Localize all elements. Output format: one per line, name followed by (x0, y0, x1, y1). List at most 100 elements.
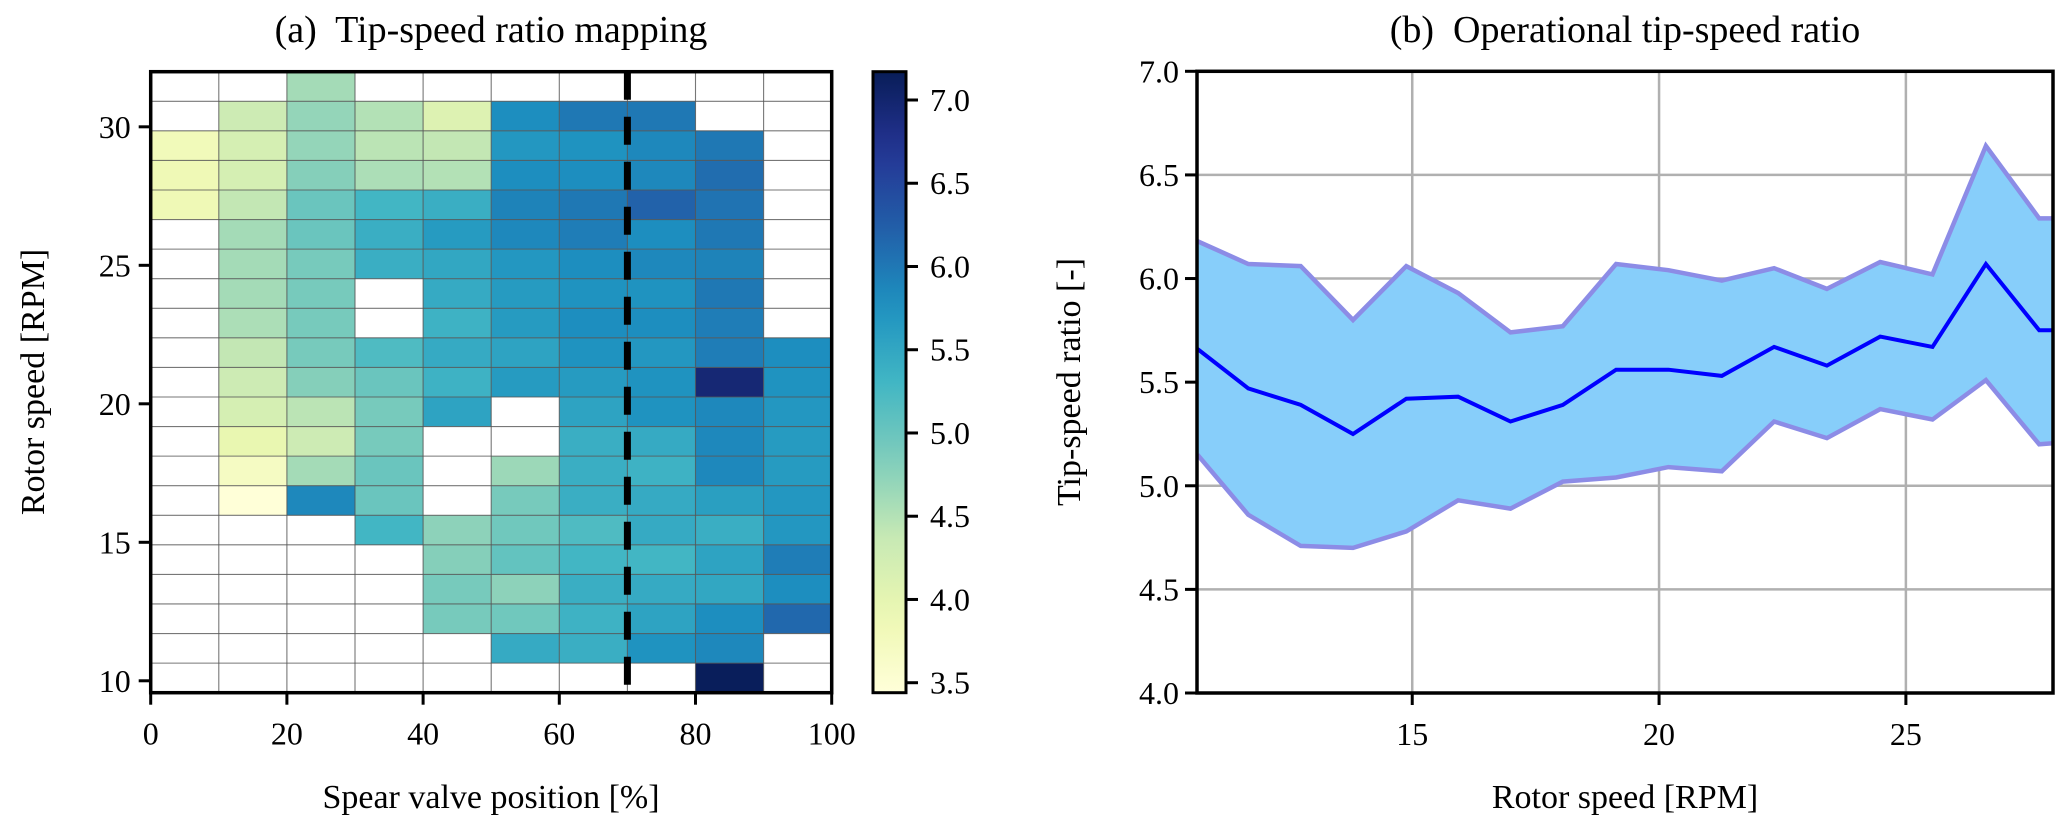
heatmap-cell (423, 396, 492, 427)
heatmap-cell (695, 367, 764, 397)
heatmap-cell (559, 574, 628, 604)
heatmap-cell (695, 396, 764, 427)
series-mean-line (1197, 260, 2053, 437)
heatmap-cell (286, 426, 355, 457)
heatmap-cell (423, 219, 492, 250)
heatmap-cell (627, 337, 696, 368)
colorbar-tick-label: 5.0 (930, 415, 970, 451)
heatmap-cell (695, 249, 764, 279)
panel-a-x-label: Spear valve position [%] (322, 779, 659, 816)
heatmap-cell (763, 485, 832, 516)
heatmap-cell (695, 574, 764, 604)
heatmap-cell (763, 515, 832, 545)
heatmap-cell (491, 278, 560, 309)
heatmap-cell (218, 337, 287, 368)
heatmap-cell (423, 278, 492, 309)
heatmap-cell (150, 160, 219, 190)
heatmap-cell (218, 367, 287, 397)
heatmap-cell (286, 278, 355, 309)
heatmap-cell (286, 485, 355, 516)
heatmap-cell (218, 219, 287, 250)
heatmap-cell (763, 337, 832, 368)
heatmap-cell (559, 101, 628, 131)
heatmap-cell (695, 515, 764, 545)
heatmap-cell (286, 249, 355, 279)
heatmap-cell (491, 456, 560, 486)
heatmap-cell (627, 130, 696, 161)
heatmap-cell (355, 249, 424, 279)
heatmap-cell (423, 603, 492, 634)
heatmap-cell (355, 485, 424, 516)
heatmap-cell (355, 337, 424, 368)
heatmap-cell (423, 574, 492, 604)
heatmap-cell (423, 101, 492, 131)
heatmap-cell (695, 603, 764, 634)
y-tick-label: 30 (99, 109, 131, 145)
x-tick-label: 20 (1643, 716, 1675, 752)
heatmap-cell (423, 130, 492, 161)
panel-b-title: (b) Operational tip-speed ratio (1390, 9, 1861, 51)
heatmap-cell (491, 574, 560, 604)
heatmap-cell (423, 308, 492, 338)
heatmap-cell (286, 189, 355, 220)
heatmap-cell (218, 278, 287, 309)
heatmap-cell (286, 396, 355, 427)
series-upper-line (1197, 141, 2053, 335)
heatmap-cell (695, 456, 764, 486)
heatmap-cell (355, 130, 424, 161)
panel-a-axes-frame (148, 69, 834, 695)
heatmap-cell (491, 160, 560, 190)
panel-b-y-label: Tip-speed ratio [-] (1051, 258, 1088, 506)
heatmap-cell (627, 426, 696, 457)
heatmap-cell (627, 189, 696, 220)
heatmap-cell (423, 367, 492, 397)
heatmap-cell (695, 337, 764, 368)
heatmap-cell (491, 308, 560, 338)
heatmap-cell (559, 426, 628, 457)
heatmap-cell (423, 515, 492, 545)
y-tick-label: 6.0 (1139, 261, 1179, 297)
heatmap-cell (627, 574, 696, 604)
heatmap-cell (627, 603, 696, 634)
panel-a-x-ticks: 0 20 40 60 80 100 (143, 692, 856, 752)
heatmap-cell (491, 337, 560, 368)
heatmap-cell (491, 633, 560, 664)
heatmap-cell (695, 308, 764, 338)
heatmap-cell (355, 456, 424, 486)
x-tick-label: 80 (680, 716, 712, 752)
heatmap-cell (355, 367, 424, 397)
panel-b-y-ticks: 4.0 4.5 5.0 5.5 6.0 6.5 7.0 (1139, 53, 1197, 711)
y-tick-label: 5.0 (1139, 468, 1179, 504)
colorbar: 3.5 4.0 4.5 5.0 5.5 6.0 6.5 7.0 (871, 70, 970, 701)
heatmap-cell (355, 101, 424, 131)
heatmap-cell (150, 130, 219, 161)
heatmap-cell (627, 396, 696, 427)
heatmap-cell (627, 515, 696, 545)
heatmap-cell (218, 249, 287, 279)
panel-a-title: (a) Tip-speed ratio mapping (275, 9, 708, 51)
heatmap-cell (627, 633, 696, 664)
heatmap-cell (695, 160, 764, 190)
heatmap-cell (286, 71, 355, 102)
band-fill (1197, 145, 2053, 548)
heatmap-cell (695, 219, 764, 250)
y-tick-label: 4.5 (1139, 571, 1179, 607)
heatmap-cell (627, 101, 696, 131)
heatmap-cell (559, 130, 628, 161)
heatmap-cell (559, 603, 628, 634)
heatmap-cell (423, 189, 492, 220)
heatmap-cell (559, 278, 628, 309)
panel-a-heatmap: (a) Tip-speed ratio mapping 0 20 40 60 80 100… (15, 9, 856, 816)
heatmap-cell (218, 101, 287, 131)
heatmap-cell (218, 189, 287, 220)
heatmap-cell (695, 663, 764, 693)
y-tick-label: 4.0 (1139, 675, 1179, 711)
x-tick-label: 25 (1890, 716, 1922, 752)
heatmap-cell (218, 160, 287, 190)
y-tick-label: 7.0 (1139, 53, 1179, 89)
heatmap-cell (627, 544, 696, 575)
heatmap-cell (491, 485, 560, 516)
heatmap-cell (559, 160, 628, 190)
heatmap-cell (695, 633, 764, 664)
series-lower-line (1197, 377, 2053, 551)
